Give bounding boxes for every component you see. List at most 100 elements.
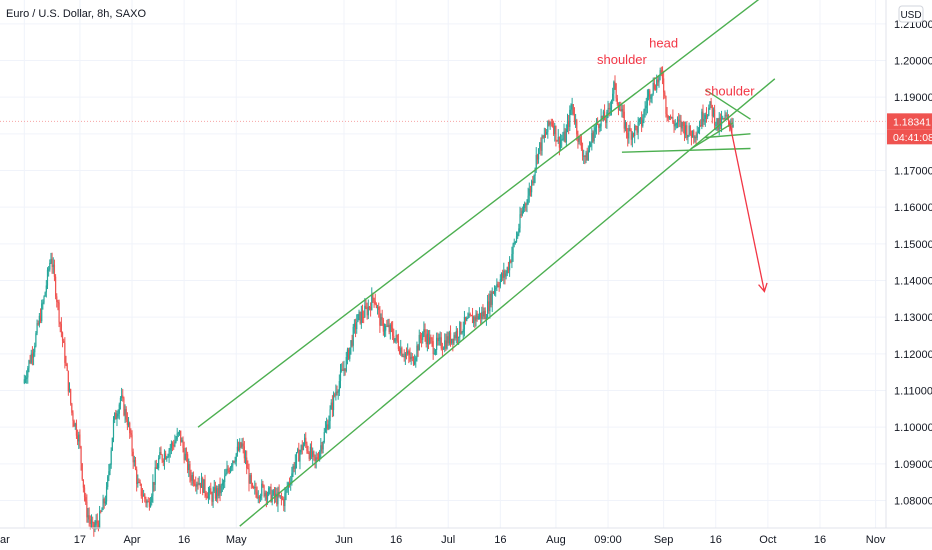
candle-body [24, 378, 27, 380]
candle-body [352, 326, 354, 346]
candle-body [515, 236, 518, 242]
candle-body [658, 76, 660, 83]
candle-body [405, 353, 408, 355]
candle-body [79, 434, 81, 447]
candle-body [588, 146, 591, 151]
candle-body [272, 490, 274, 495]
candle-body [295, 452, 298, 462]
candle-body [452, 338, 454, 344]
candle-body [26, 377, 28, 379]
candle-body [310, 446, 313, 457]
candle-body [93, 522, 95, 529]
candle-body [190, 476, 192, 481]
candle-body [408, 351, 410, 356]
candle-body [228, 470, 230, 473]
candle-body [573, 114, 576, 122]
candle-body [155, 467, 157, 469]
price-tick-label: 1.11000 [894, 386, 932, 398]
candle-body [549, 122, 551, 125]
candle-body [76, 435, 79, 442]
candle-body [125, 409, 127, 420]
candle-body [56, 296, 58, 302]
candle-body [317, 458, 320, 460]
candle-body [709, 101, 711, 108]
candle-body [297, 449, 299, 453]
candle-body [328, 421, 330, 430]
candle-body [634, 125, 636, 136]
candle-body [448, 332, 450, 344]
candle-body [57, 301, 59, 303]
candle-body [521, 210, 523, 216]
candle-body [36, 323, 38, 334]
candle-body [170, 443, 173, 449]
candle-body [517, 233, 519, 237]
candle-body [52, 264, 54, 267]
candle-body [367, 306, 369, 316]
candle-body [564, 131, 566, 143]
candle-body [718, 117, 720, 130]
candle-body [266, 494, 269, 500]
triangle-lower-line [705, 133, 751, 139]
candle-body [507, 267, 510, 271]
candle-body [27, 368, 29, 378]
candle-body [371, 293, 373, 311]
candle-body [249, 475, 251, 484]
candle-body [85, 497, 87, 502]
candle-body [660, 70, 662, 73]
candle-body [394, 338, 396, 342]
candle-body [419, 334, 422, 339]
candle-body [177, 432, 179, 434]
time-tick-label: ar [0, 534, 10, 546]
candle-body [218, 484, 220, 496]
candle-body [722, 117, 724, 119]
candle-body [242, 443, 244, 447]
candle-body [358, 311, 360, 315]
candle-body [324, 428, 327, 433]
candle-body [661, 72, 664, 79]
candle-body [543, 134, 545, 138]
candle-body [537, 148, 540, 160]
candle-body [206, 496, 208, 499]
candle-body [124, 409, 126, 416]
candle-body [183, 447, 185, 460]
candle-body [514, 241, 516, 243]
candle-body [119, 397, 122, 405]
candle-body [598, 124, 600, 128]
candle-body [250, 475, 252, 484]
candle-body [344, 368, 346, 371]
candle-body [555, 125, 557, 141]
candle-body [109, 464, 111, 472]
candle-body [627, 133, 629, 139]
candle-body [436, 337, 438, 350]
candle-body [458, 337, 460, 339]
candle-body [80, 446, 82, 464]
candle-body [103, 498, 105, 504]
candle-body [488, 301, 490, 312]
candle-body [656, 79, 658, 90]
candle-body [285, 489, 287, 494]
candle-body [360, 311, 362, 324]
candle-body [686, 125, 688, 138]
candle-body [89, 519, 91, 524]
candle-body [423, 329, 425, 333]
candle-body [553, 125, 555, 135]
candle-body [187, 454, 189, 471]
candle-body [467, 317, 469, 319]
candle-body [251, 483, 254, 487]
candle-body [281, 498, 284, 500]
candle-body [126, 419, 128, 426]
candle-body [466, 317, 468, 321]
currency-button[interactable]: USD [898, 5, 924, 23]
candle-body [592, 133, 594, 142]
candle-body [546, 132, 548, 135]
price-tick-label: 1.17000 [894, 166, 932, 178]
time-axis[interactable]: ar 17 Apr 16 May Jun 16 Jul 16 Aug 09:00 Sep 16 Oct 16… [0, 534, 886, 546]
price-axis[interactable]: 1.08000 1.09000 1.10000 1.11000 1.12000 1.130… [894, 19, 932, 508]
candle-body [312, 451, 314, 457]
candle-body [151, 495, 153, 503]
chart-title: Euro / U.S. Dollar, 8h, SAXO [6, 8, 146, 20]
candle-body [496, 284, 498, 288]
candle-body [566, 120, 569, 129]
candle-body [548, 120, 550, 125]
